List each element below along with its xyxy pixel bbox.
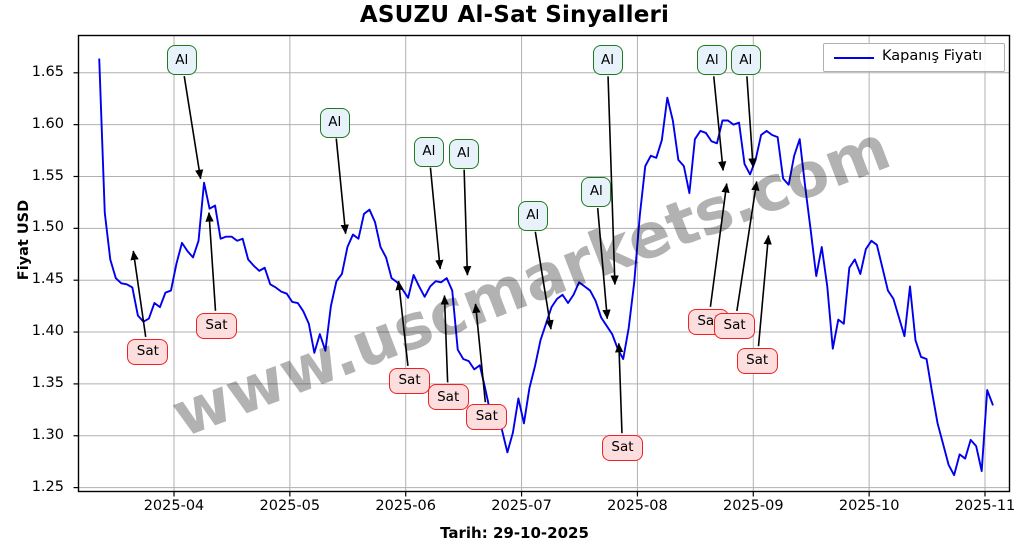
y-tick-label: 1.40 — [31, 323, 64, 340]
x-tick-label: 2025-10 — [838, 498, 900, 514]
buy-signal-tag[interactable]: Al — [730, 45, 761, 76]
buy-signal-tag[interactable]: Al — [166, 45, 197, 76]
y-tick-label: 1.25 — [31, 478, 64, 495]
buy-signal-tag[interactable]: Al — [517, 200, 548, 231]
x-tick-label: 2025-06 — [375, 498, 436, 514]
x-tick-label: 2025-11 — [954, 498, 1016, 514]
buy-signal-tag[interactable]: Al — [581, 177, 612, 208]
x-axis-label: Tarih: 29-10-2025 — [440, 524, 589, 542]
y-tick-label: 1.30 — [31, 426, 64, 443]
x-tick-label: 2025-08 — [607, 498, 668, 514]
grid-lines — [78, 35, 1010, 492]
sell-signal-tag[interactable]: Sat — [127, 338, 169, 365]
x-tick-label: 2025-05 — [259, 498, 321, 514]
buy-signal-tag[interactable]: Al — [319, 107, 350, 138]
axis-ticks — [73, 72, 986, 497]
sell-signal-tag[interactable]: Sat — [427, 384, 469, 411]
legend: Kapanış Fiyatı — [823, 43, 1005, 72]
y-tick-label: 1.45 — [31, 271, 64, 288]
y-tick-label: 1.65 — [31, 63, 64, 80]
x-tick-label: 2025-04 — [143, 498, 205, 514]
annotation-arrows — [130, 76, 772, 434]
page-title: ASUZU Al-Sat Sinyalleri — [359, 2, 670, 28]
buy-signal-tag[interactable]: Al — [448, 138, 479, 169]
x-tick-label: 2025-07 — [491, 498, 552, 514]
buy-signal-tag[interactable]: Al — [413, 136, 444, 167]
y-tick-label: 1.50 — [31, 219, 64, 236]
plot-frame — [77, 34, 1011, 493]
sell-signal-tag[interactable]: Sat — [389, 367, 431, 394]
sell-signal-tag[interactable]: Sat — [714, 312, 756, 339]
sell-signal-tag[interactable]: Sat — [195, 312, 237, 339]
buy-signal-tag[interactable]: Al — [592, 45, 623, 76]
sell-signal-tag[interactable]: Sat — [601, 435, 643, 462]
price-line — [98, 58, 994, 477]
y-tick-label: 1.55 — [31, 167, 64, 184]
y-tick-label: 1.60 — [31, 115, 64, 132]
y-tick-label: 1.35 — [31, 374, 64, 391]
legend-label: Kapanış Fiyatı — [882, 48, 983, 64]
legend-line-swatch — [834, 57, 874, 60]
sell-signal-tag[interactable]: Sat — [736, 348, 778, 375]
x-tick-label: 2025-09 — [722, 498, 784, 514]
sell-signal-tag[interactable]: Sat — [466, 404, 508, 431]
buy-signal-tag[interactable]: Al — [697, 45, 728, 76]
